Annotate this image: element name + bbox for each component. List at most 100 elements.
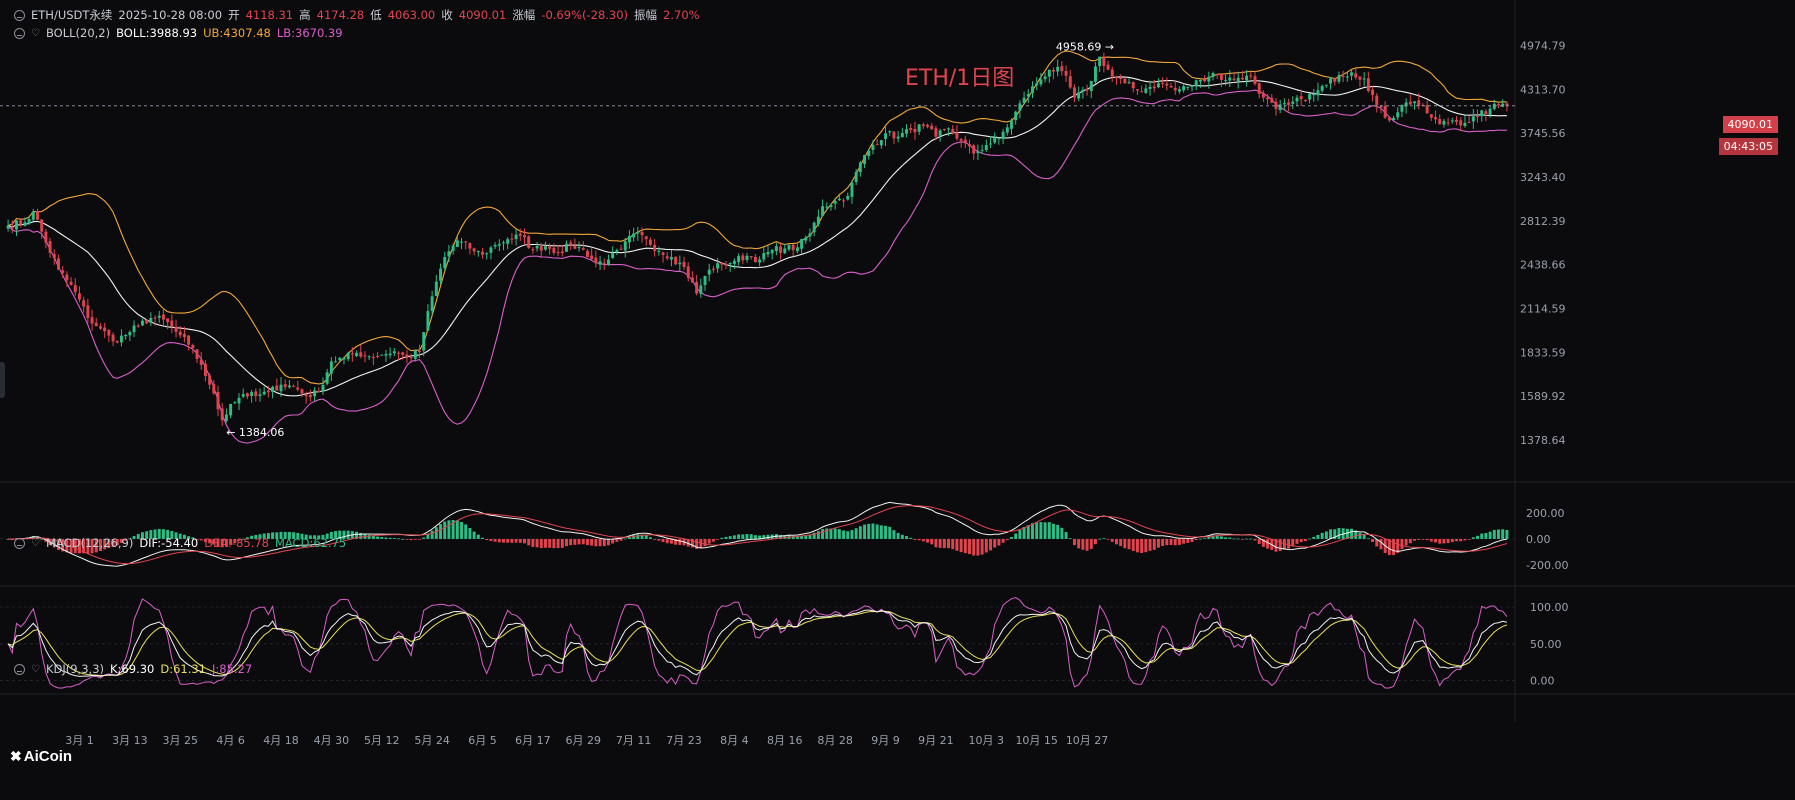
macd-bar: [107, 538, 111, 549]
macd-bar: [296, 532, 300, 539]
candle: [1425, 105, 1429, 114]
bell-icon[interactable]: ♡: [31, 663, 40, 675]
candle: [497, 244, 501, 246]
macd-bar: [86, 538, 90, 554]
macd-legend: ♡ MACD(12,26,9) DIF:-54.40 DEA:-85.78 MA…: [14, 536, 346, 550]
macd-bar: [644, 535, 648, 539]
macd-bar: [119, 538, 123, 543]
candle: [1387, 117, 1391, 121]
side-panel-handle[interactable]: [0, 362, 5, 398]
macd-bar: [1010, 537, 1013, 539]
candle: [636, 232, 640, 234]
candle: [40, 219, 44, 232]
candle: [695, 281, 699, 294]
price-tick-label: 2812.39: [1520, 215, 1566, 228]
macd-bar: [1177, 538, 1181, 545]
macd-bar: [900, 534, 904, 539]
macd-bar: [548, 538, 552, 548]
candle: [304, 394, 308, 397]
macd-bar: [1312, 536, 1316, 539]
macd-bar: [993, 538, 997, 548]
candle: [627, 235, 631, 243]
candle: [972, 145, 976, 154]
macd-bar: [392, 537, 396, 539]
candle: [644, 236, 648, 240]
macd-bar: [1102, 538, 1106, 540]
candle: [191, 345, 195, 349]
candle: [565, 243, 568, 252]
candle: [136, 325, 140, 327]
macd-bar: [800, 535, 804, 539]
candle: [1215, 74, 1219, 76]
macd-bar: [569, 538, 573, 546]
eye-icon[interactable]: [14, 663, 25, 675]
x-axis-label: 9月 9: [871, 734, 900, 747]
candle: [770, 249, 774, 254]
macd-bar: [808, 534, 812, 539]
candle: [653, 244, 657, 251]
candle: [1505, 103, 1509, 106]
low-value: 4063.00: [387, 8, 436, 22]
candle: [1345, 76, 1349, 78]
eye-icon[interactable]: [14, 537, 25, 549]
macd-label: MACD(12,26,9): [45, 536, 134, 550]
macd-bar: [606, 538, 610, 546]
macd-dif-line: [8, 501, 1507, 567]
macd-tick-label: 0.00: [1526, 533, 1551, 546]
candle: [707, 269, 711, 275]
eye-icon[interactable]: [14, 9, 25, 21]
macd-bar: [1492, 529, 1496, 539]
candle: [703, 275, 707, 286]
macd-bar: [237, 538, 241, 541]
candle: [657, 250, 661, 252]
macd-bar: [266, 533, 270, 539]
candle: [275, 385, 279, 391]
macd-bar: [275, 532, 279, 539]
macd-bar: [955, 538, 959, 551]
macd-bar: [837, 529, 841, 539]
candle: [145, 320, 149, 324]
bell-icon[interactable]: ♡: [31, 27, 40, 39]
macd-bar: [1387, 538, 1391, 556]
x-axis-label: 8月 28: [817, 734, 853, 747]
macd-bar: [1429, 538, 1433, 542]
candle: [913, 128, 917, 133]
macd-bar: [258, 534, 262, 539]
macd-bar: [44, 538, 48, 542]
macd-bar: [418, 538, 422, 540]
candle: [1282, 103, 1286, 105]
candle: [86, 305, 90, 319]
macd-bar: [913, 538, 917, 540]
candle: [1492, 103, 1496, 109]
macd-bar: [749, 534, 753, 539]
macd-bar: [674, 538, 678, 545]
macd-bar: [1308, 538, 1312, 540]
candle: [716, 263, 720, 269]
close-value: 4090.01: [458, 8, 507, 22]
candle: [514, 234, 518, 240]
candle: [1228, 77, 1232, 81]
candle: [111, 334, 115, 342]
bell-icon[interactable]: ♡: [31, 537, 40, 549]
candle: [854, 171, 858, 182]
macd-bar: [1358, 532, 1362, 539]
candle: [296, 387, 300, 390]
macd-bar: [1253, 538, 1257, 541]
macd-tick-label: 200.00: [1526, 507, 1565, 520]
macd-bar: [485, 538, 489, 541]
macd-bar: [623, 538, 627, 540]
low-label: 低: [370, 8, 382, 22]
macd-bar: [527, 538, 531, 546]
eye-icon[interactable]: [14, 27, 25, 39]
x-axis-label: 10月 3: [969, 734, 1005, 747]
macd-bar: [1039, 522, 1043, 539]
candle: [602, 262, 606, 264]
candle: [510, 238, 514, 240]
macd-bar: [1190, 538, 1194, 543]
candle: [73, 285, 77, 293]
macd-bar: [321, 534, 325, 539]
candle: [418, 350, 422, 352]
macd-bar: [1123, 538, 1127, 549]
candle: [1497, 104, 1500, 106]
